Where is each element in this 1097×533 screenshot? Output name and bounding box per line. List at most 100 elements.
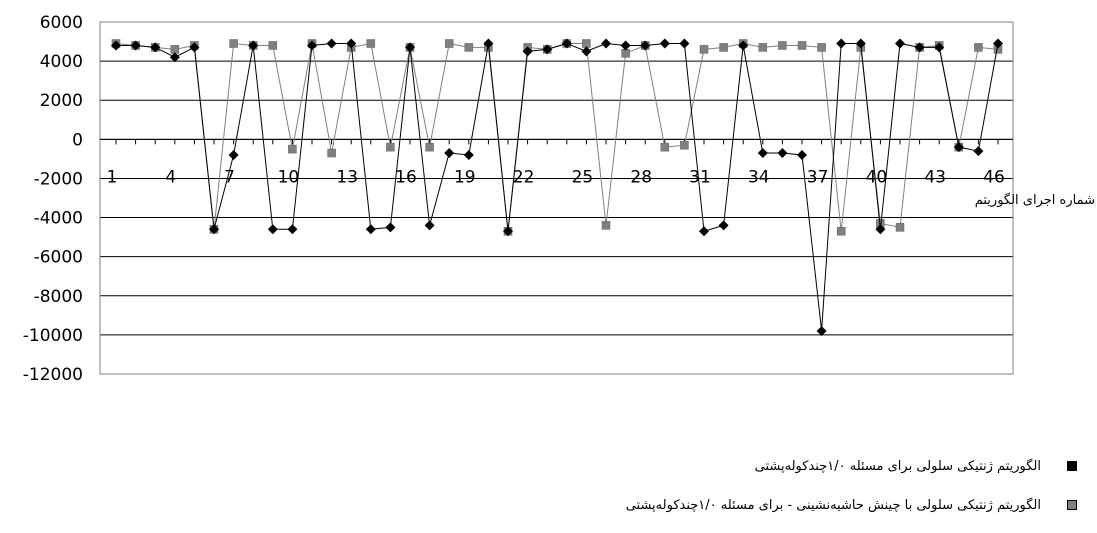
x-tick-label: 31	[689, 167, 711, 187]
data-point	[778, 41, 787, 50]
data-point	[170, 45, 180, 54]
data-point	[738, 40, 749, 51]
plot-area-border	[99, 21, 1014, 375]
data-point	[287, 224, 298, 235]
legend-swatch-2	[1067, 500, 1077, 510]
legend-label-1: الگوریتم ژنتیکی سلولی برای مسئله ۱/۰چندک…	[754, 458, 1041, 474]
data-point	[895, 38, 905, 49]
data-point	[620, 40, 631, 51]
x-tick-label: 7	[224, 167, 235, 187]
x-axis: 1 4 7 10 13 16 19 22 25 28 31 34 37 40 43 46	[100, 138, 1013, 187]
data-point	[405, 42, 415, 53]
data-point	[895, 223, 905, 232]
x-tick-label: 4	[165, 167, 176, 187]
series-layer	[111, 38, 1003, 336]
x-tick-label: 1	[107, 167, 118, 187]
x-tick-label: 46	[983, 167, 1005, 187]
data-point	[425, 142, 434, 152]
data-point	[386, 142, 395, 152]
legend-label-2: الگوریتم ژنتیکی سلولی با چینش حاشیه‌نشین…	[625, 497, 1041, 513]
x-axis-title: شماره اجرای الگوریتم	[975, 192, 1095, 208]
y-tick-label: 2000	[40, 91, 83, 111]
data-point	[346, 38, 357, 49]
data-point	[307, 40, 317, 51]
data-point	[973, 146, 984, 157]
data-point	[561, 38, 572, 49]
data-point	[836, 38, 847, 49]
data-point	[914, 42, 925, 53]
data-point	[248, 40, 259, 51]
data-point	[855, 38, 866, 49]
y-tick-label: -2000	[34, 169, 83, 189]
line-chart: 6000 4000 2000 0 -2000 -4000 -6000 -8000 -10000 -…	[23, 13, 1095, 385]
data-point	[797, 41, 807, 50]
gridlines	[99, 21, 1014, 375]
data-point	[267, 224, 278, 235]
y-tick-label: -4000	[34, 209, 83, 229]
x-tick-label: 28	[630, 167, 652, 187]
data-point	[464, 43, 474, 52]
data-point	[601, 38, 611, 49]
data-point	[288, 144, 297, 154]
x-tick-label: 16	[395, 167, 417, 187]
series-2	[111, 39, 1003, 236]
data-point	[463, 149, 474, 160]
legend: الگوریتم ژنتیکی سلولی برای مسئله ۱/۰چندک…	[560, 455, 1085, 533]
series-1	[111, 38, 1003, 336]
legend-swatch-1	[1067, 461, 1077, 471]
y-axis: 6000 4000 2000 0 -2000 -4000 -6000 -8000 -10000 -…	[23, 13, 83, 385]
data-point	[718, 220, 729, 231]
data-point	[130, 40, 141, 51]
data-point	[111, 40, 121, 51]
y-tick-label: 0	[72, 130, 83, 150]
data-point	[640, 40, 651, 51]
data-point	[836, 226, 846, 236]
data-point	[189, 42, 200, 53]
y-tick-label: 6000	[40, 13, 83, 33]
data-point	[424, 220, 435, 231]
data-point	[542, 44, 553, 55]
data-point	[679, 38, 690, 49]
data-point	[816, 325, 827, 336]
data-point	[974, 43, 983, 52]
x-tick-label: 43	[924, 167, 946, 187]
data-point	[953, 142, 964, 153]
data-point	[699, 226, 709, 237]
data-point	[777, 148, 788, 159]
x-tick-label: 34	[748, 167, 770, 187]
series-line	[116, 42, 999, 332]
data-point	[581, 46, 592, 57]
y-tick-label: -6000	[34, 248, 83, 268]
x-tick-label: 19	[454, 167, 476, 187]
y-tick-label: 4000	[40, 52, 83, 72]
data-point	[934, 42, 945, 53]
data-point	[150, 42, 161, 53]
data-point	[228, 149, 239, 160]
data-point	[169, 52, 180, 63]
data-point	[680, 140, 689, 150]
y-tick-label: -12000	[23, 365, 83, 385]
data-point	[229, 39, 238, 48]
data-point	[797, 149, 807, 160]
x-tick-label: 22	[513, 167, 535, 187]
data-point	[582, 39, 591, 48]
y-tick-label: -8000	[34, 287, 83, 307]
data-point	[875, 224, 886, 235]
x-tick-label: 37	[807, 167, 829, 187]
data-point	[327, 148, 336, 158]
data-point	[719, 43, 728, 52]
data-point	[483, 38, 494, 49]
data-point	[366, 39, 376, 48]
data-point	[758, 43, 768, 52]
legend-item-1: الگوریتم ژنتیکی سلولی برای مسئله ۱/۰چندک…	[560, 455, 1085, 477]
data-point	[503, 226, 513, 237]
data-point	[522, 46, 533, 57]
data-point	[993, 38, 1003, 49]
x-tick-label: 13	[336, 167, 358, 187]
data-point	[601, 221, 611, 230]
legend-item-2: الگوریتم ژنتیکی سلولی با چینش حاشیه‌نشین…	[560, 494, 1085, 516]
data-point	[817, 43, 826, 52]
data-point	[365, 224, 376, 235]
data-point	[699, 45, 709, 54]
data-point	[621, 49, 630, 58]
